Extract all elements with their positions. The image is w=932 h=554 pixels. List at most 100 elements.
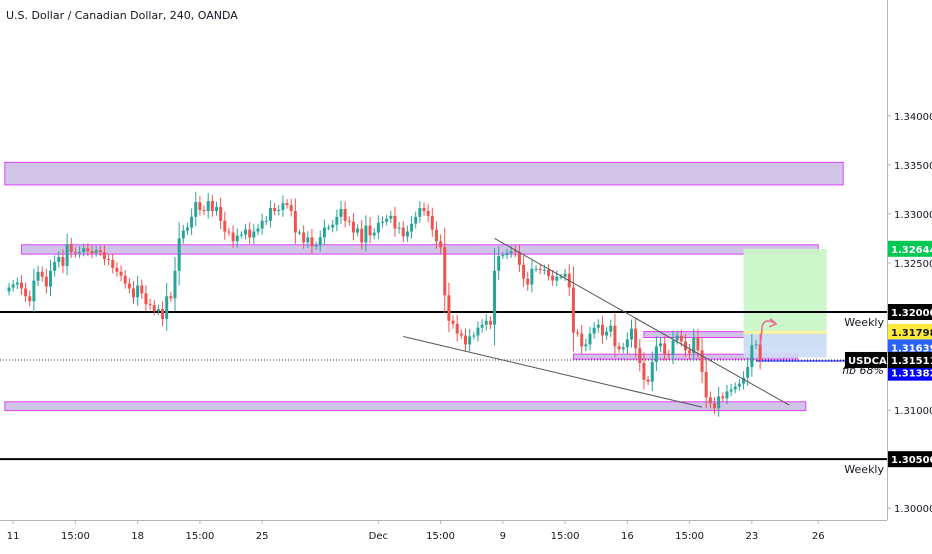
candle[interactable] (563, 268, 567, 281)
candle[interactable] (725, 384, 729, 405)
candle[interactable] (339, 200, 343, 225)
candle[interactable] (264, 215, 268, 226)
candle[interactable] (530, 260, 534, 293)
candle[interactable] (293, 198, 297, 244)
candle[interactable] (169, 292, 173, 302)
candle[interactable] (750, 334, 754, 377)
candle[interactable] (302, 225, 306, 249)
candle[interactable] (28, 290, 32, 307)
candle[interactable] (198, 196, 202, 216)
mid-resistance-zone[interactable] (20, 244, 819, 255)
candle[interactable] (185, 222, 189, 235)
candle[interactable] (692, 328, 696, 362)
candle[interactable] (314, 241, 318, 250)
candle[interactable] (592, 321, 596, 339)
candle[interactable] (49, 260, 52, 297)
candle[interactable] (472, 332, 476, 340)
candle[interactable] (617, 342, 621, 353)
candle[interactable] (700, 337, 704, 384)
candle[interactable] (476, 321, 480, 342)
candle[interactable] (210, 194, 214, 217)
price-tag[interactable]: 1.32644 (888, 240, 932, 257)
candle[interactable] (721, 392, 725, 402)
candle[interactable] (517, 244, 521, 272)
candle[interactable] (464, 328, 467, 351)
candle[interactable] (659, 337, 663, 353)
candle[interactable] (239, 231, 243, 239)
candle[interactable] (161, 301, 165, 327)
price-tag[interactable]: 1.31798 (888, 323, 932, 340)
candle[interactable] (555, 270, 559, 287)
candle[interactable] (44, 268, 48, 294)
candle[interactable] (107, 253, 111, 266)
candle[interactable] (447, 282, 451, 333)
candle[interactable] (505, 248, 509, 260)
candle[interactable] (393, 206, 397, 237)
candle[interactable] (90, 245, 94, 259)
candle[interactable] (534, 265, 538, 273)
candle[interactable] (646, 376, 650, 385)
candle[interactable] (78, 246, 82, 259)
candle[interactable] (526, 271, 530, 291)
candle[interactable] (331, 219, 335, 232)
candle[interactable] (443, 227, 447, 314)
candle[interactable] (248, 222, 252, 244)
candle[interactable] (173, 257, 177, 311)
candle[interactable] (36, 265, 40, 287)
candle[interactable] (389, 211, 393, 224)
candle[interactable] (57, 251, 61, 268)
candle[interactable] (156, 304, 160, 315)
candle[interactable] (310, 229, 314, 254)
candle[interactable] (127, 278, 131, 294)
candle[interactable] (119, 265, 123, 282)
candle[interactable] (634, 318, 638, 358)
top-supply-zone[interactable] (4, 161, 844, 186)
candle[interactable] (605, 326, 609, 340)
candle[interactable] (717, 386, 721, 417)
candle[interactable] (621, 342, 625, 354)
candle[interactable] (7, 283, 11, 296)
candle[interactable] (268, 200, 272, 228)
candle[interactable] (40, 266, 44, 282)
candle[interactable] (19, 275, 23, 296)
candle[interactable] (165, 283, 169, 331)
candle[interactable] (215, 201, 218, 216)
candle[interactable] (584, 338, 588, 352)
candle[interactable] (327, 224, 331, 231)
candle[interactable] (285, 199, 289, 209)
lower-wedge-trendline[interactable] (403, 336, 703, 408)
candle[interactable] (580, 325, 584, 355)
candle[interactable] (538, 263, 542, 275)
candle[interactable] (439, 234, 443, 254)
candle[interactable] (501, 251, 505, 260)
candle[interactable] (360, 220, 364, 251)
candle[interactable] (571, 266, 575, 352)
candle[interactable] (625, 332, 629, 354)
candle[interactable] (289, 198, 293, 217)
bottom-demand-zone[interactable] (4, 401, 807, 412)
candle[interactable] (547, 264, 550, 281)
candle[interactable] (356, 224, 360, 237)
candle[interactable] (11, 279, 15, 292)
candle[interactable] (306, 231, 310, 248)
candle[interactable] (98, 245, 102, 257)
candle[interactable] (123, 270, 127, 289)
candle[interactable] (335, 209, 339, 232)
candle[interactable] (148, 298, 152, 310)
candle[interactable] (522, 255, 526, 287)
candle[interactable] (281, 195, 285, 217)
candle[interactable] (667, 349, 671, 360)
candle[interactable] (650, 351, 654, 392)
candle[interactable] (422, 202, 426, 216)
candle[interactable] (754, 339, 758, 350)
candle[interactable] (484, 314, 488, 331)
candle[interactable] (298, 229, 301, 236)
candle[interactable] (223, 211, 227, 240)
candle[interactable] (252, 224, 256, 245)
candle[interactable] (322, 219, 326, 245)
candle[interactable] (227, 227, 231, 236)
candle[interactable] (136, 276, 140, 306)
candle[interactable] (401, 221, 405, 243)
